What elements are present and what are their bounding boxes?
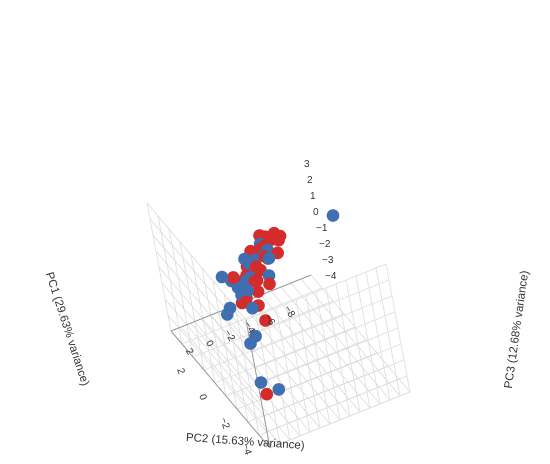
pc3-tick-label: −1: [316, 223, 328, 234]
pc3-tick-label: 2: [307, 175, 313, 186]
data-point-blue: [262, 251, 276, 265]
gridline: [260, 294, 361, 413]
data-point-blue: [221, 308, 234, 321]
gridline: [220, 310, 321, 429]
gridline: [155, 250, 256, 369]
gridline: [180, 326, 281, 445]
pc3-tick-label: 0: [313, 207, 319, 218]
gridline: [290, 282, 391, 401]
data-point-red: [259, 314, 272, 327]
pc1-tick-label: −2: [217, 416, 231, 431]
gridline: [310, 274, 411, 393]
gridline: [210, 314, 311, 433]
data-point-red: [251, 285, 265, 299]
pc3-tick-label: 1: [310, 191, 316, 202]
data-point-blue: [254, 376, 268, 389]
data-point-red: [260, 387, 274, 401]
gridline: [164, 298, 265, 417]
data-point-blue: [246, 301, 259, 315]
data-point-blue: [326, 209, 340, 222]
gridline: [300, 278, 401, 397]
pc3-tick-label: −2: [319, 239, 331, 250]
pc2-tick-label: −8: [282, 304, 297, 320]
points-layer: [215, 209, 340, 401]
pc1-tick-label: 2: [174, 367, 186, 376]
gridline: [158, 266, 259, 385]
data-point-blue: [272, 383, 286, 396]
gridline: [245, 263, 387, 321]
pc2-tick-label: −6: [262, 312, 277, 328]
gridline: [190, 322, 291, 441]
pc3-tick-label: 3: [304, 159, 310, 170]
gridline: [146, 202, 247, 321]
data-point-red: [227, 271, 240, 284]
axis-edge: [170, 330, 271, 449]
gridline: [254, 311, 396, 369]
pc3-tick-label: −4: [325, 271, 337, 282]
pc3-axis-title: PC3 (12.68% variance): [503, 270, 531, 390]
pc1-axis-title: PC1 (29.63% variance): [43, 271, 91, 388]
pc2-tick-label: 2: [183, 347, 196, 358]
gridline: [161, 282, 262, 401]
data-point-red: [250, 274, 264, 287]
gridline: [251, 295, 393, 353]
gridline: [270, 290, 371, 409]
gridline: [200, 318, 301, 437]
data-point-red: [263, 277, 276, 291]
data-point-blue: [244, 337, 257, 350]
gridline: [248, 279, 390, 337]
pc2-tick-label: 0: [203, 339, 216, 350]
gridline: [152, 234, 253, 353]
data-point-red: [249, 260, 263, 273]
gridline: [280, 286, 381, 405]
gridline: [257, 327, 399, 385]
pc2-tick-label: −4: [242, 320, 257, 336]
pc3-tick-label: −3: [322, 255, 334, 266]
pc1-tick-label: 0: [196, 393, 208, 402]
gridline: [240, 302, 341, 421]
gridline: [167, 314, 268, 433]
pc2-tick-label: −2: [222, 328, 237, 344]
data-point-blue: [215, 270, 229, 284]
pc1-tick-label: −4: [239, 442, 253, 457]
